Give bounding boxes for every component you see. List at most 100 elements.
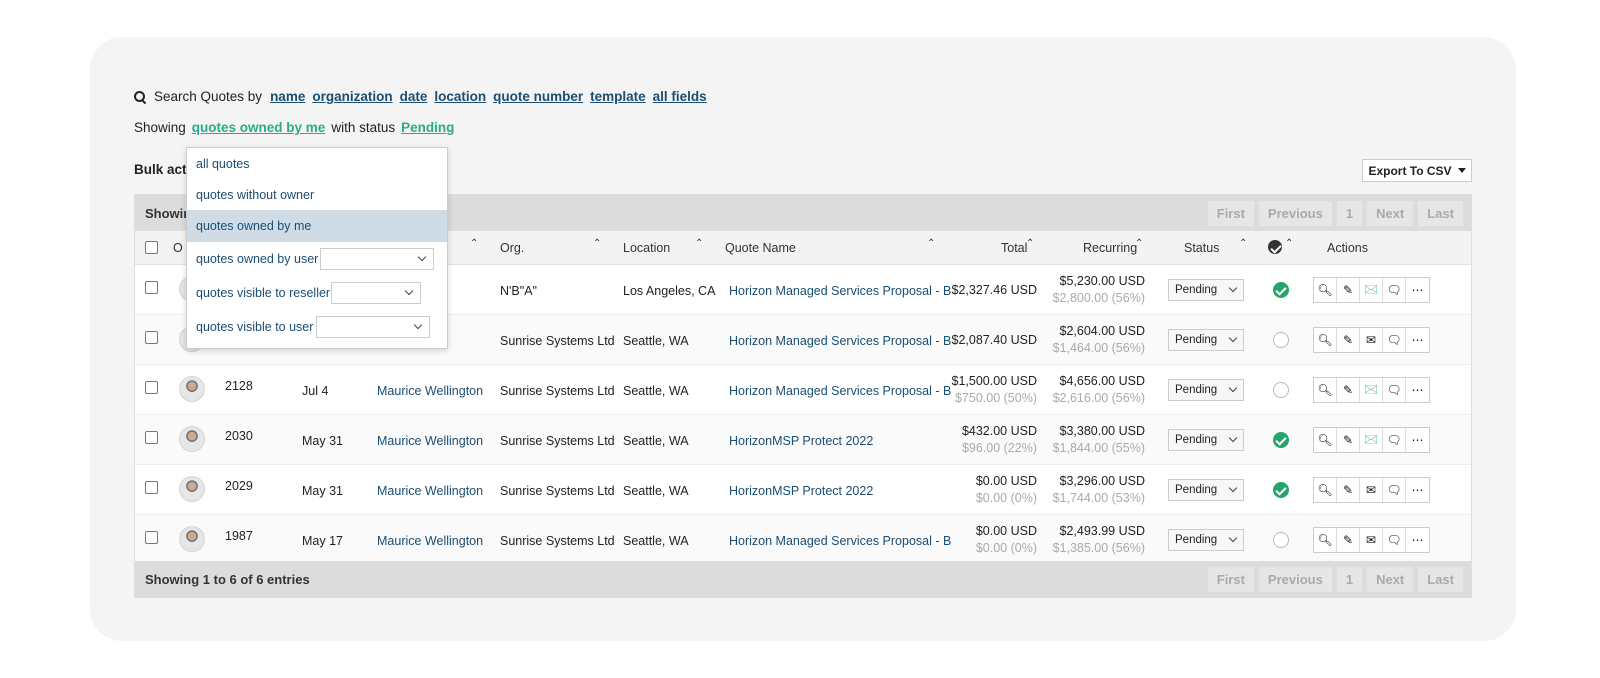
- edit-pencil-icon[interactable]: ✎: [1337, 378, 1360, 402]
- more-ellipsis-icon[interactable]: ⋯: [1411, 283, 1424, 297]
- status-filter-link[interactable]: Pending: [401, 120, 455, 135]
- edit-pencil-icon[interactable]: ✎: [1337, 428, 1360, 452]
- view-search-icon[interactable]: 🔍︎: [1314, 528, 1337, 552]
- column-location[interactable]: Location: [623, 241, 671, 255]
- envelope-icon[interactable]: ✉︎: [1360, 328, 1383, 352]
- not-approved-circle-icon[interactable]: [1273, 382, 1289, 398]
- envelope-open-icon[interactable]: 🖂︎: [1360, 378, 1383, 402]
- last-page-button[interactable]: Last: [1418, 566, 1463, 592]
- export-csv-button[interactable]: Export To CSV: [1362, 159, 1472, 182]
- more-ellipsis-icon[interactable]: ⋯: [1411, 433, 1424, 447]
- column-total[interactable]: Total: [1001, 241, 1028, 255]
- row-checkbox[interactable]: [145, 281, 158, 294]
- not-approved-circle-icon[interactable]: [1273, 532, 1289, 548]
- sort-up-icon[interactable]: ⌃: [1239, 238, 1248, 249]
- envelope-icon[interactable]: ✉: [1360, 528, 1383, 552]
- status-select[interactable]: Pending: [1168, 529, 1244, 551]
- edit-pencil-icon[interactable]: ✎: [1337, 478, 1360, 502]
- visible-user-select[interactable]: [316, 316, 430, 338]
- row-checkbox[interactable]: [145, 381, 158, 394]
- reseller-select[interactable]: [331, 282, 421, 304]
- owner-user-select[interactable]: [320, 248, 434, 270]
- comment-icon[interactable]: 🗨︎: [1383, 478, 1406, 502]
- first-page-button[interactable]: First: [1207, 566, 1254, 592]
- search-by-organization-link[interactable]: organization: [312, 89, 393, 104]
- view-search-icon[interactable]: 🔍︎: [1314, 478, 1337, 502]
- status-select[interactable]: Pending: [1168, 429, 1244, 451]
- option-quotes-visible-to-user[interactable]: quotes visible to user: [196, 320, 314, 334]
- option-quotes-owned-by-me[interactable]: quotes owned by me: [187, 210, 447, 242]
- status-select[interactable]: Pending: [1168, 329, 1244, 351]
- sort-up-icon[interactable]: ⌃: [1285, 238, 1294, 249]
- sort-up-icon[interactable]: ⌃: [470, 238, 479, 249]
- approved-check-icon[interactable]: [1273, 482, 1289, 498]
- option-quotes-visible-to-reseller[interactable]: quotes visible to reseller: [196, 286, 331, 300]
- page-1-button[interactable]: 1: [1336, 566, 1363, 592]
- column-org[interactable]: Org.: [500, 241, 525, 255]
- approved-column-icon[interactable]: [1268, 240, 1282, 254]
- quote-name-link[interactable]: Horizon Managed Services Proposal - B: [729, 534, 952, 548]
- view-search-icon[interactable]: 🔍︎: [1314, 278, 1337, 302]
- row-checkbox[interactable]: [145, 331, 158, 344]
- search-all-fields-link[interactable]: all fields: [652, 89, 707, 104]
- search-by-quote-number-link[interactable]: quote number: [493, 89, 584, 104]
- status-select[interactable]: Pending: [1168, 479, 1244, 501]
- row-checkbox[interactable]: [145, 431, 158, 444]
- sort-up-icon[interactable]: ⌃: [927, 238, 936, 249]
- search-by-location-link[interactable]: location: [434, 89, 487, 104]
- approved-check-icon[interactable]: [1273, 432, 1289, 448]
- envelope-icon[interactable]: ✉: [1360, 478, 1383, 502]
- search-by-date-link[interactable]: date: [399, 89, 428, 104]
- search-by-name-link[interactable]: name: [270, 89, 306, 104]
- comment-icon[interactable]: 🗨︎: [1383, 278, 1406, 302]
- view-search-icon[interactable]: 🔍︎: [1314, 428, 1337, 452]
- column-recurring[interactable]: Recurring: [1083, 241, 1138, 255]
- owner-link[interactable]: Maurice Wellington: [377, 484, 484, 498]
- owner-link[interactable]: Maurice Wellington: [377, 384, 484, 398]
- status-select[interactable]: Pending: [1168, 279, 1244, 301]
- column-status[interactable]: Status: [1184, 241, 1220, 255]
- previous-page-button[interactable]: Previous: [1258, 200, 1332, 226]
- column-quote-name[interactable]: Quote Name: [725, 241, 796, 255]
- quote-name-link[interactable]: Horizon Managed Services Proposal - B: [729, 384, 952, 398]
- owner-filter-link[interactable]: quotes owned by me: [191, 120, 326, 135]
- owner-link[interactable]: Maurice Wellington: [377, 434, 484, 448]
- quote-name-link[interactable]: HorizonMSP Protect 2022: [729, 484, 874, 498]
- bulk-actions-label[interactable]: Bulk act: [134, 162, 187, 177]
- previous-page-button[interactable]: Previous: [1258, 566, 1332, 592]
- edit-pencil-icon[interactable]: ✎: [1337, 328, 1360, 352]
- comment-icon[interactable]: 🗨︎: [1383, 328, 1406, 352]
- quote-name-link[interactable]: Horizon Managed Services Proposal - B: [729, 284, 952, 298]
- envelope-open-icon[interactable]: 🖂︎: [1360, 428, 1383, 452]
- column-owner[interactable]: O: [173, 241, 183, 255]
- edit-pencil-icon[interactable]: ✎: [1337, 278, 1360, 302]
- first-page-button[interactable]: First: [1207, 200, 1254, 226]
- sort-up-icon[interactable]: ⌃: [695, 238, 704, 249]
- sort-up-icon[interactable]: ⌃: [1135, 238, 1144, 249]
- more-ellipsis-icon[interactable]: ⋯: [1411, 333, 1424, 347]
- comment-icon[interactable]: 🗨︎: [1383, 428, 1406, 452]
- sort-up-icon[interactable]: ⌃: [593, 238, 602, 249]
- view-search-icon[interactable]: 🔍︎: [1314, 378, 1337, 402]
- quote-name-link[interactable]: HorizonMSP Protect 2022: [729, 434, 874, 448]
- row-checkbox[interactable]: [145, 481, 158, 494]
- owner-link[interactable]: Maurice Wellington: [377, 534, 484, 548]
- more-ellipsis-icon[interactable]: ⋯: [1411, 533, 1424, 547]
- comment-icon[interactable]: 🗨︎: [1383, 378, 1406, 402]
- option-all-quotes[interactable]: all quotes: [196, 157, 250, 171]
- status-select[interactable]: Pending: [1168, 379, 1244, 401]
- page-1-button[interactable]: 1: [1336, 200, 1363, 226]
- view-search-icon[interactable]: 🔍︎: [1314, 328, 1337, 352]
- select-all-checkbox[interactable]: [145, 241, 158, 254]
- approved-check-icon[interactable]: [1273, 282, 1289, 298]
- sort-up-icon[interactable]: ⌃: [1026, 238, 1035, 249]
- edit-pencil-icon[interactable]: ✎: [1337, 528, 1360, 552]
- option-quotes-without-owner[interactable]: quotes without owner: [196, 188, 315, 202]
- row-checkbox[interactable]: [145, 531, 158, 544]
- more-ellipsis-icon[interactable]: ⋯: [1411, 483, 1424, 497]
- option-quotes-owned-by-user[interactable]: quotes owned by user: [196, 252, 319, 266]
- comment-icon[interactable]: 🗨︎: [1383, 528, 1406, 552]
- not-approved-circle-icon[interactable]: [1273, 332, 1289, 348]
- last-page-button[interactable]: Last: [1418, 200, 1463, 226]
- quote-name-link[interactable]: Horizon Managed Services Proposal - B: [729, 334, 952, 348]
